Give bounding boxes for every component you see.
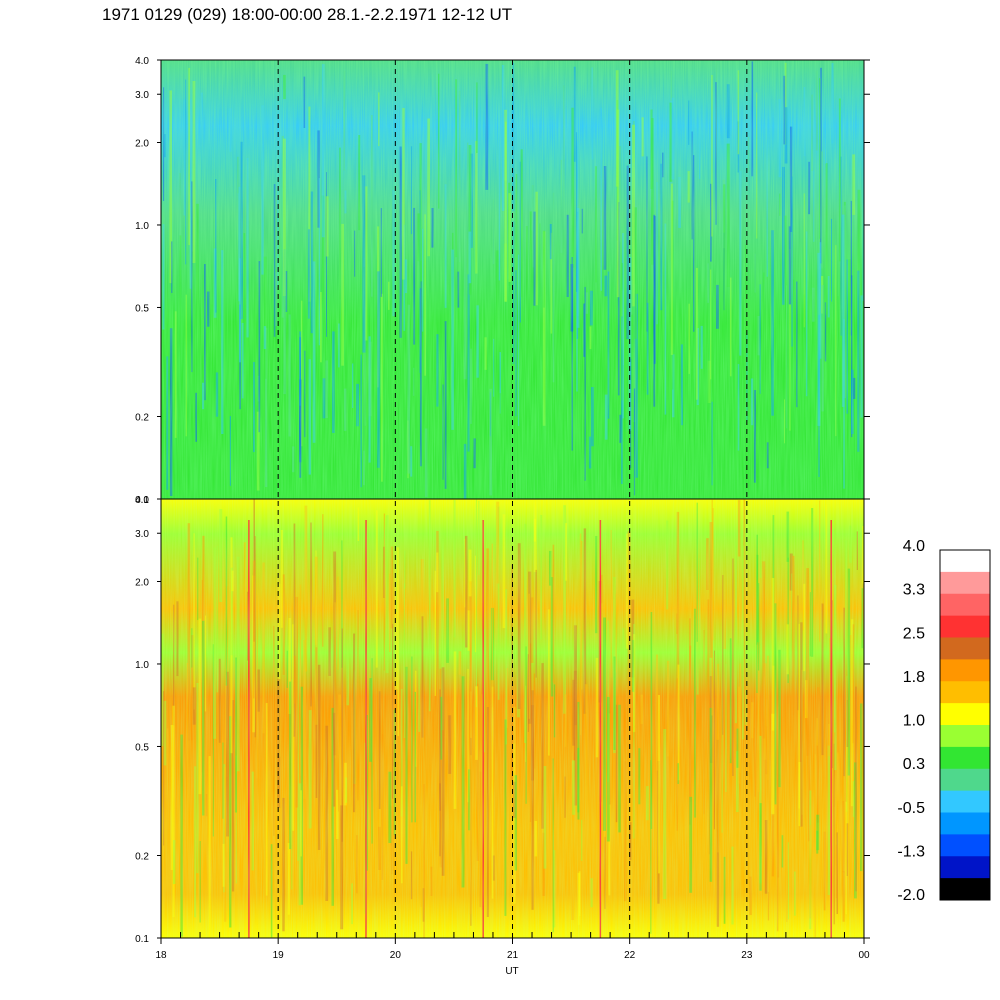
hour-dashed-lines xyxy=(277,60,748,938)
colorbar-swatch xyxy=(940,878,990,901)
x-axis-label: UT xyxy=(505,966,518,977)
colorbar-swatch xyxy=(940,834,990,857)
colorbar-label: 4.0 xyxy=(903,538,925,555)
colorbar-label: 0.3 xyxy=(903,756,925,773)
colorbar-swatch xyxy=(940,681,990,704)
colorbar-label: 2.5 xyxy=(903,625,925,642)
colorbar-swatch xyxy=(940,703,990,726)
x-tick-label: 19 xyxy=(273,950,285,961)
colorbar-swatch xyxy=(940,812,990,835)
colorbar-frame xyxy=(939,549,991,901)
colorbar-label: -2.0 xyxy=(897,887,925,904)
colorbar-swatch xyxy=(940,550,990,573)
colorbar-label: -1.3 xyxy=(897,843,925,860)
x-axis: 18 19 20 21 22 23 00 xyxy=(155,932,870,961)
y-tick-label: 4.0 xyxy=(135,495,149,506)
colorbar: 4.0 3.3 2.5 1.8 1.0 0.3 -0.5 -1.3 -2.0 xyxy=(897,538,991,904)
y-tick-label: 0.2 xyxy=(135,413,149,424)
x-tick-label: 18 xyxy=(155,950,167,961)
y-tick-label: 4.0 xyxy=(135,56,149,67)
y-tick-label: 0.5 xyxy=(135,742,149,753)
y-tick-label: 1.0 xyxy=(135,660,149,671)
y-axes: 0.10.20.51.02.03.04.00.10.20.51.02.03.04… xyxy=(135,56,870,945)
colorbar-swatch xyxy=(940,768,990,792)
y-tick-label: 0.2 xyxy=(135,852,149,863)
y-tick-label: 0.1 xyxy=(135,495,149,506)
x-tick-label: 00 xyxy=(858,950,870,961)
x-tick-label: 22 xyxy=(624,950,636,961)
y-tick-label: 3.0 xyxy=(135,529,149,540)
y-tick-label: 3.0 xyxy=(135,90,149,101)
x-tick-label: 23 xyxy=(741,950,753,961)
colorbar-label: 1.0 xyxy=(903,713,925,730)
colorbar-swatch xyxy=(940,725,990,748)
x-tick-label: 20 xyxy=(390,950,402,961)
chart-title: 1971 0129 (029) 18:00-00:00 28.1.-2.2.19… xyxy=(102,5,513,24)
colorbar-swatch xyxy=(940,659,990,682)
y-tick-label: 2.0 xyxy=(135,138,149,149)
colorbar-swatch xyxy=(940,790,990,814)
x-tick-label: 21 xyxy=(507,950,519,961)
colorbar-swatch xyxy=(940,571,990,595)
colorbar-label: -0.5 xyxy=(897,800,925,817)
colorbar-swatch xyxy=(940,637,990,660)
y-tick-label: 0.1 xyxy=(135,934,149,945)
colorbar-swatch xyxy=(940,856,990,879)
y-tick-label: 2.0 xyxy=(135,577,149,588)
colorbar-swatch xyxy=(940,746,990,770)
colorbar-swatch xyxy=(940,593,990,617)
colorbar-label: 1.8 xyxy=(903,669,925,686)
y-tick-label: 0.5 xyxy=(135,303,149,314)
colorbar-label: 3.3 xyxy=(903,582,925,599)
y-tick-label: 1.0 xyxy=(135,221,149,232)
colorbar-swatch xyxy=(940,615,990,639)
